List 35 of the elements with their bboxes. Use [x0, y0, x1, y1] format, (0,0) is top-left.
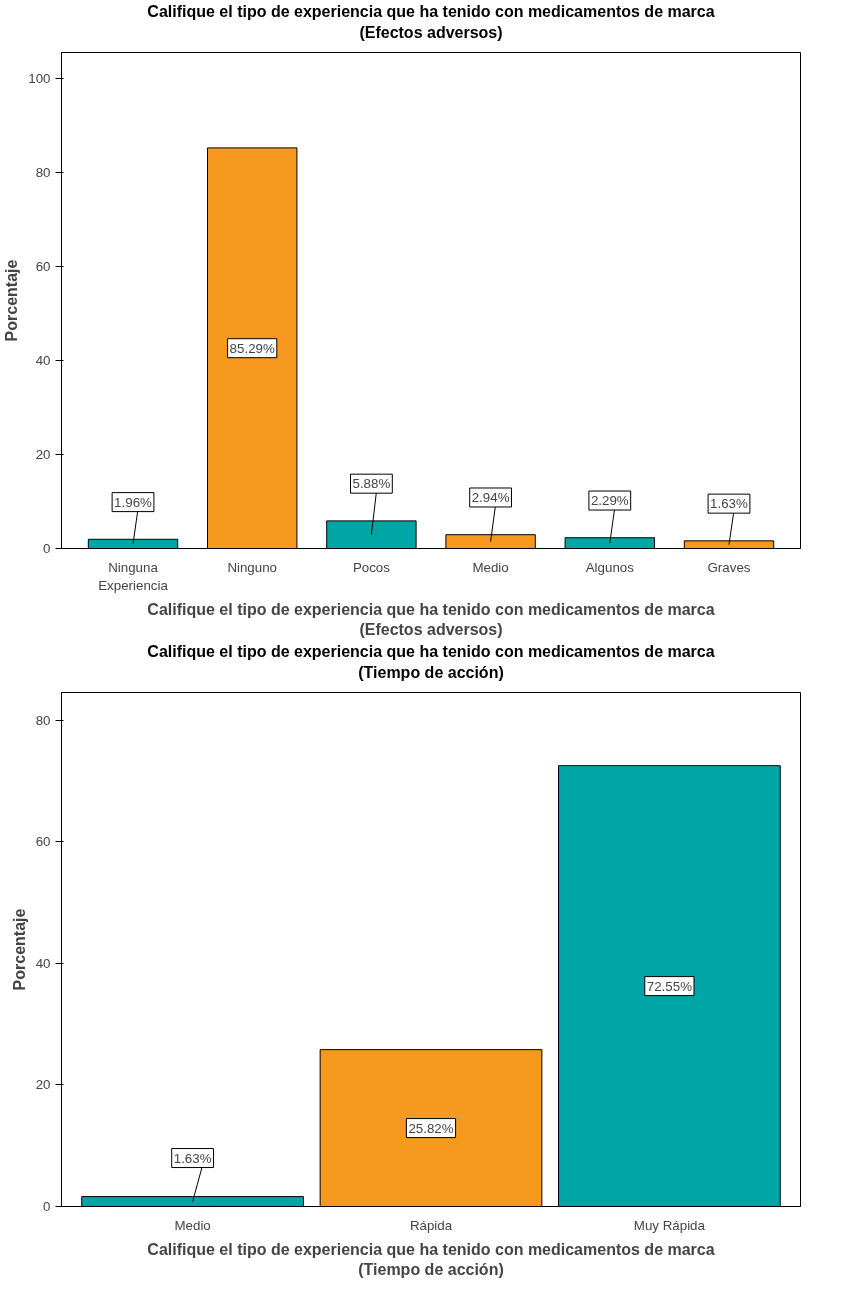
- x-tick-label: Pocos: [352, 559, 391, 575]
- x-axis-title: Califique el tipo de experiencia que ha tenido con medicamentos de marca (Tiempo de acción): [147, 1240, 715, 1278]
- data-label: 1.96%: [114, 494, 153, 510]
- x-tick-label: Medio: [472, 559, 509, 575]
- y-axis-title: Porcentaje: [10, 908, 28, 991]
- x-tick-label: Graves: [707, 559, 751, 575]
- y-tick-label: 80: [35, 165, 51, 181]
- data-label: 5.88%: [352, 476, 391, 492]
- x-tick-label: Medio: [174, 1217, 211, 1233]
- chart-title: Califique el tipo de experiencia que ha tenido con medicamentos de marca (Tiempo de acción): [147, 643, 715, 681]
- y-tick-label: 80: [35, 712, 51, 728]
- y-tick-label: 60: [35, 834, 51, 850]
- data-label: 1.63%: [173, 1150, 212, 1166]
- x-tick-label: Muy Rápida: [633, 1217, 706, 1233]
- y-tick-label: 0: [43, 1199, 51, 1214]
- y-tick-label: 60: [35, 259, 51, 275]
- y-tick-label: 20: [35, 1077, 51, 1093]
- y-tick-label: 40: [35, 955, 51, 971]
- y-tick-label: 40: [35, 353, 51, 369]
- data-label: 1.63%: [710, 496, 749, 512]
- x-tick-label: Ninguna Experiencia: [98, 559, 169, 593]
- data-label: 72.55%: [646, 978, 693, 994]
- x-axis-title: Califique el tipo de experiencia que ha tenido con medicamentos de marca (Efectos adversos): [147, 600, 715, 638]
- y-tick-label: 20: [35, 447, 51, 463]
- data-label: 2.94%: [471, 489, 510, 505]
- y-tick-label: 0: [43, 541, 51, 556]
- x-tick-label: Rápida: [409, 1217, 453, 1233]
- chart-title: Califique el tipo de experiencia que ha tenido con medicamentos de marca (Efectos adversos): [147, 3, 715, 41]
- x-tick-label: Algunos: [585, 559, 635, 575]
- y-tick-label: 100: [28, 71, 51, 87]
- data-label: 85.29%: [229, 340, 275, 356]
- data-label: 25.82%: [408, 1120, 454, 1136]
- data-label: 2.29%: [590, 493, 629, 509]
- x-tick-label: Ninguno: [227, 559, 278, 575]
- y-axis-title: Porcentaje: [3, 259, 21, 342]
